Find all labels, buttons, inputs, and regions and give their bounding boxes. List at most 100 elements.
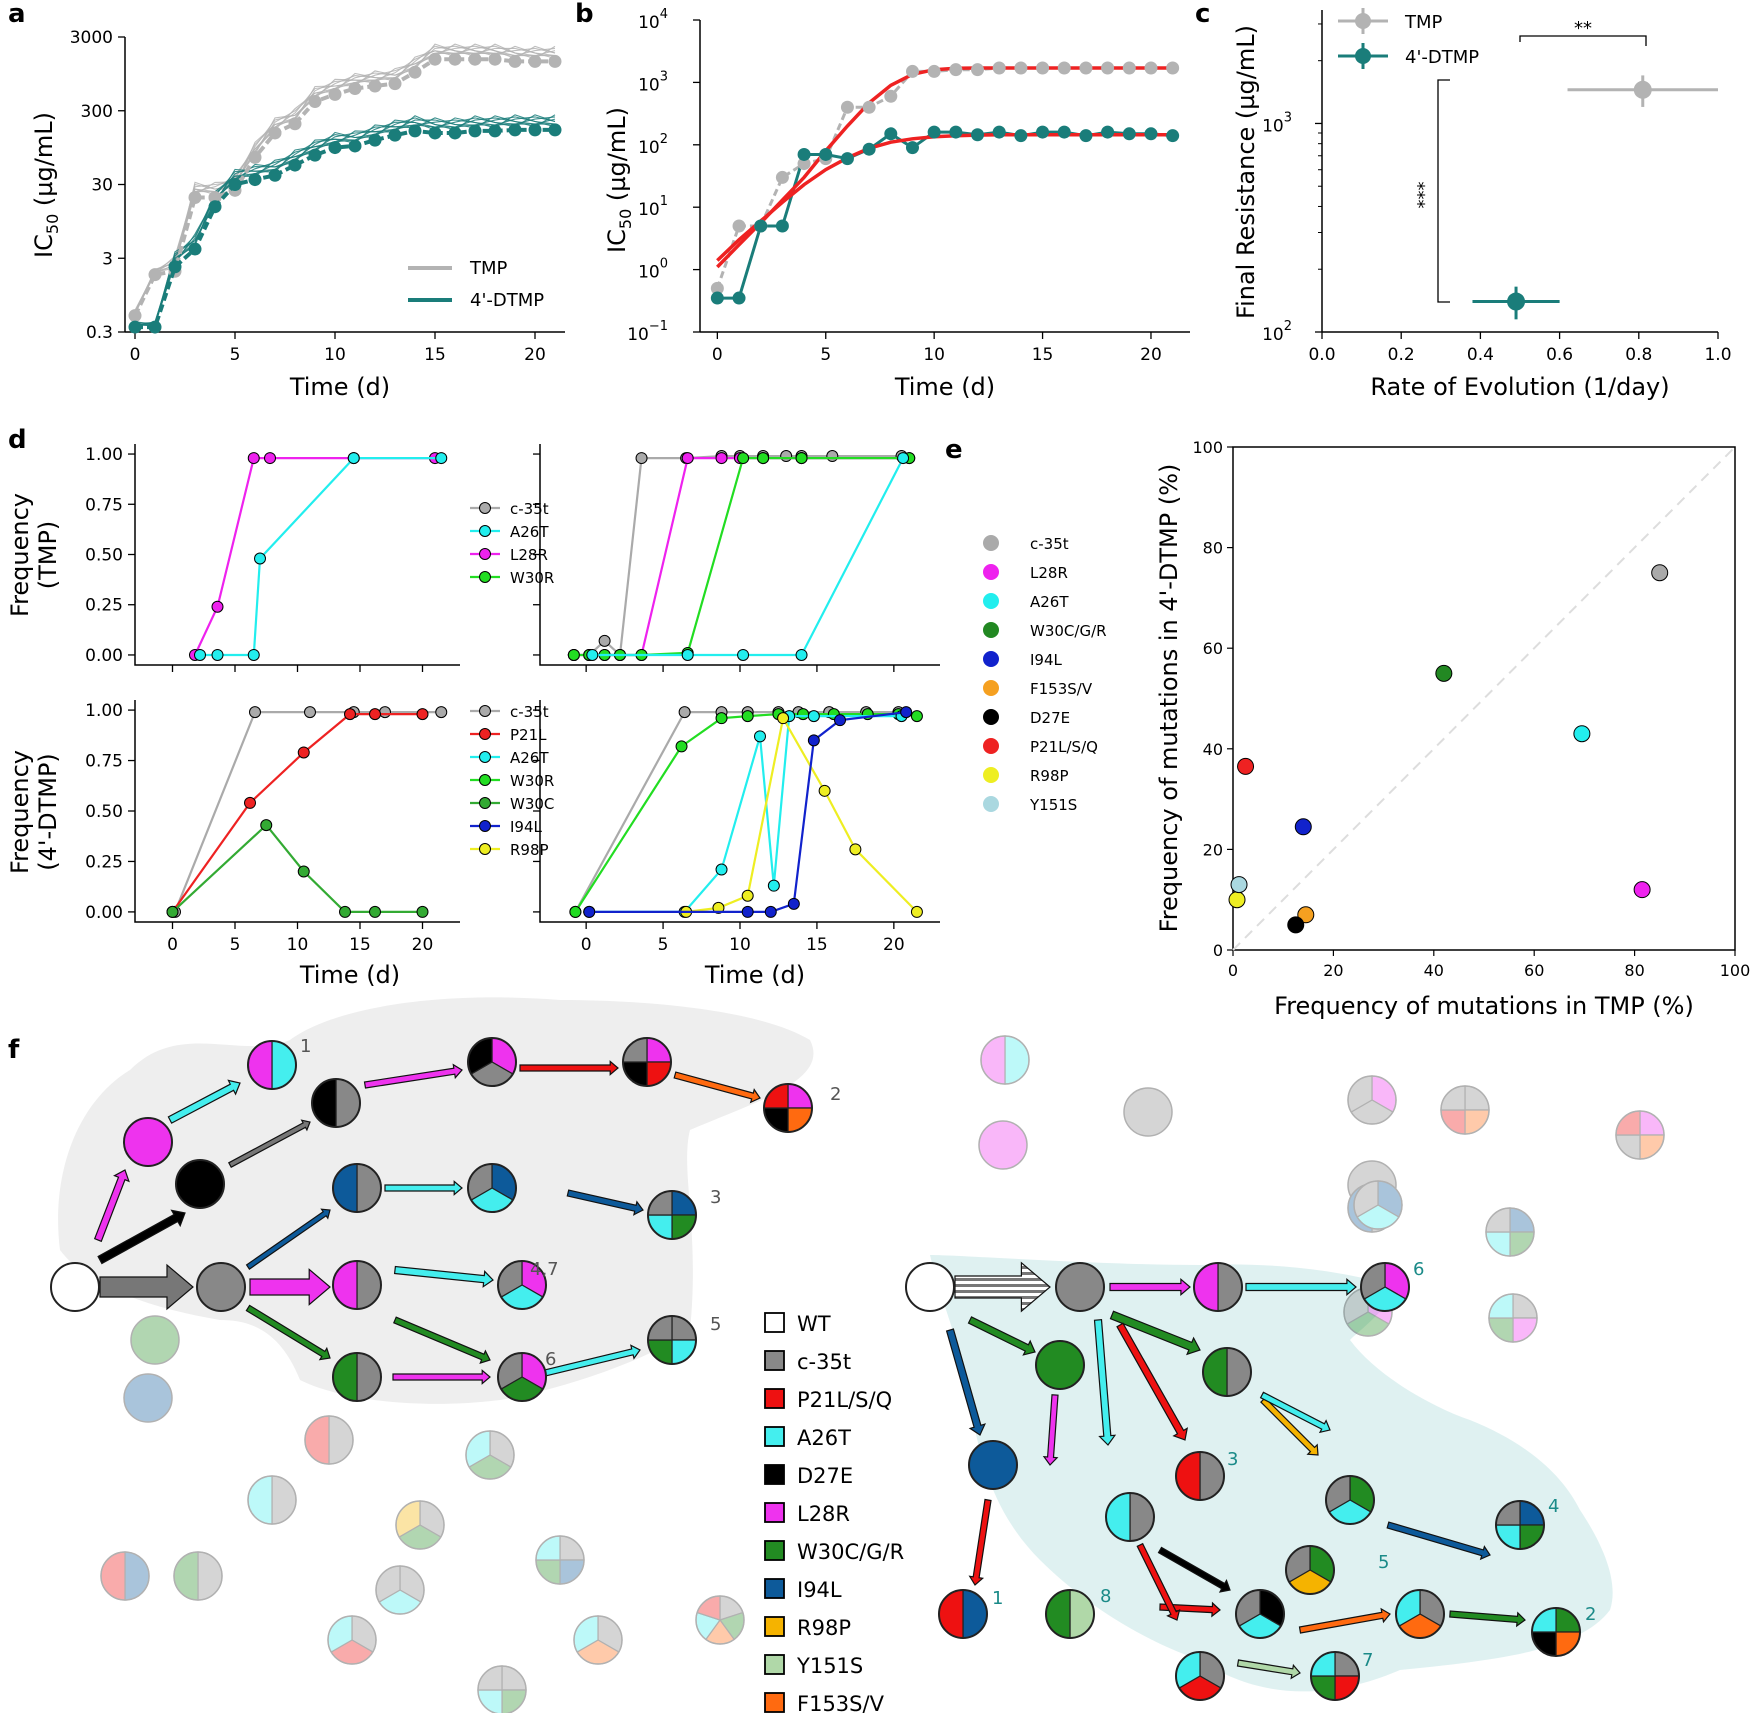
legend-marker [479,774,491,786]
tmp-genotype [467,1037,517,1087]
tmp-genotype [332,1260,382,1310]
pie-outline [1485,1207,1535,1257]
x-tick-label: 80 [1624,961,1644,980]
data-point [328,87,342,101]
point-P21L/S/Q [1237,757,1255,775]
pie-slice [1639,1110,1665,1136]
tmp-genotype-number: 1 [300,1036,311,1057]
data-point [807,734,820,747]
pie-slice [962,1589,988,1639]
data-point [448,126,462,140]
ghost-genotype [1123,1087,1173,1137]
tmp-genotype-number: 4,7 [530,1259,559,1280]
y-tick-exponent: 4 [660,7,668,22]
legend-label: W30C/G/R [797,1540,904,1564]
panel-a-ticks: 0 5 10 15 20 0.3 3 30 300 3000 [70,28,546,365]
y-tick-label: 103 [638,69,668,95]
data-point [308,148,322,162]
legend-marker [983,622,999,638]
dtmp-genotype [1495,1500,1545,1550]
data-point [862,100,876,114]
point-F153S/V [1297,906,1315,924]
legend-swatch [764,1540,785,1561]
pie-slice [501,1689,527,1713]
data-point [488,124,502,138]
panel-a: 0 5 10 15 20 0.3 3 30 300 3000 Time (d) IC50 (µg/… [30,28,565,401]
y-tick-label: 0 [1213,941,1223,960]
tmp-genotype [647,1315,697,1365]
mutation-arrow [363,1063,463,1089]
pie-slice [1350,1099,1394,1125]
mutation-arrow [1236,1659,1301,1680]
pie-outline [647,1190,697,1240]
data-point [248,173,262,187]
ghost-genotype [173,1551,223,1601]
x-tick-label: 40 [1424,961,1444,980]
pie-slice [978,1120,1028,1170]
dtmp-genotype [1531,1607,1581,1657]
panel-a-xlabel: Time (d) [289,373,390,401]
x-tick-label: 5 [230,345,241,365]
pie-slice [124,1551,150,1601]
pie-slice [477,1689,503,1713]
x-tick-label: 60 [1524,961,1544,980]
point-R98P [1228,891,1246,909]
data-point [435,706,448,719]
pie-outline [1175,1451,1225,1501]
legend-label: c-35t [1030,535,1069,553]
legend-label: D27E [1030,709,1070,727]
legend-marker [479,705,491,717]
panel-e-ticks: 00 20 20 40 40 60 60 80 80 100 100 [1192,438,1750,980]
point-c-35t [1651,564,1669,582]
data-point [435,452,448,465]
x-tick-label: 20 [1140,345,1162,365]
panel-d-legend-top: c-35t A26T L28R W30R [470,500,554,587]
x-tick-label: 1.0 [1704,345,1731,365]
panel-b-xlabel: Time (d) [894,373,995,401]
data-point [548,54,562,68]
dtmp-genotype-number: 6 [1413,1259,1424,1280]
legend-label: A26T [1030,593,1069,611]
dtmp-genotype [1105,1492,1155,1542]
pie-outline [1325,1475,1375,1525]
data-point [1144,127,1158,141]
data-point [408,65,422,79]
legend-marker [479,571,491,583]
pie-slice [489,1430,515,1468]
pie-slice [1004,1035,1030,1085]
data-point [428,126,442,140]
legend-marker [479,548,491,560]
series-line-c-35t [173,711,442,913]
data-point [339,905,351,918]
tmp-genotype-number: 6 [545,1349,556,1370]
pie-slice [1371,1183,1397,1233]
x-tick-label: 0.4 [1467,345,1494,365]
series-line-W30C [171,823,423,913]
ghost-genotype [304,1415,354,1465]
data-point [764,905,777,918]
pie-slice [477,1665,503,1691]
data-point [416,905,429,918]
legend-label: L28R [510,546,548,564]
fit-line [716,66,1173,269]
x-tick-label: 20 [412,935,434,955]
x-tick-label: 0.0 [1308,345,1335,365]
mutation-arrow [1449,1610,1526,1628]
panel-label-c: c [1195,0,1210,29]
pie-slice [1464,1109,1490,1135]
panel-c-legend: TMP 4'-DTMP [1338,8,1479,69]
series-line-4'-DTMP [717,130,1173,300]
ghost-genotypes [100,1035,1665,1713]
legend-marker [479,525,491,537]
dtmp-genotype [968,1440,1018,1490]
dtmp-genotype [1055,1262,1105,1312]
data-point [388,128,402,142]
tmp-genotype [50,1262,100,1312]
pie-slice [559,1559,585,1585]
legend-marker [479,728,491,740]
panel-a-replicate-lines [134,43,556,327]
genotype-numbers: 1 2 3 4,7 5 6 6 3 4 5 1 8 2 7 [300,1036,1596,1671]
legend-label: Y151S [1029,796,1077,814]
series-line-P21L [171,713,423,913]
ghost-genotype [327,1615,377,1665]
